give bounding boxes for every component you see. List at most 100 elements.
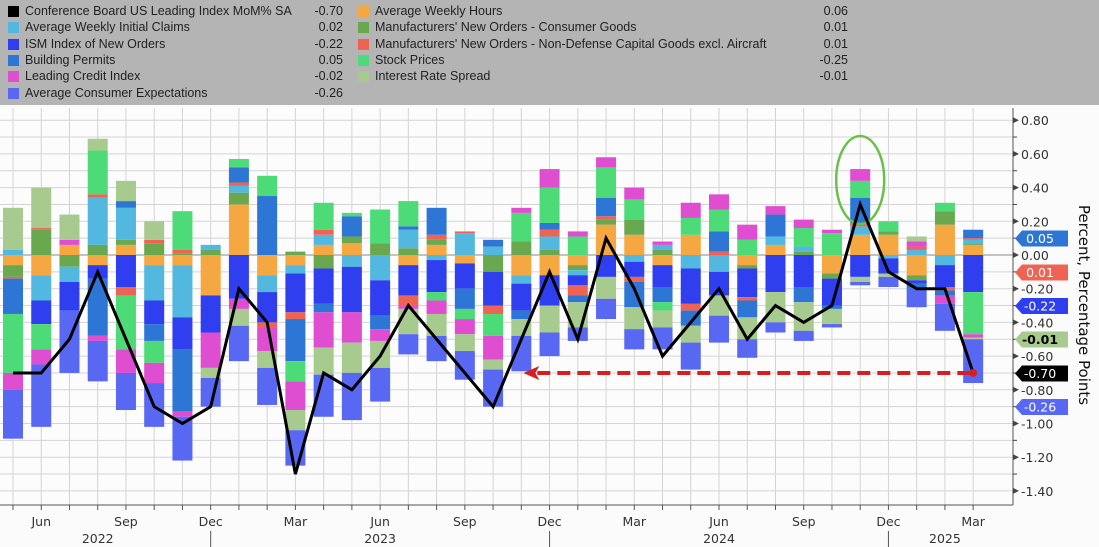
x-tick-label: Mar <box>284 514 308 529</box>
legend-value: 0.06 <box>823 4 848 18</box>
y-tick-icon <box>1013 420 1019 427</box>
bar-segment-permits <box>370 315 391 330</box>
y-tick-icon <box>1013 386 1019 393</box>
bar-segment-ism <box>370 280 391 316</box>
bar-segment-capital <box>87 194 108 198</box>
legend-label: ISM Index of New Orders <box>25 36 166 51</box>
bar-segment-stock <box>793 228 814 247</box>
bar-segment-claims <box>539 236 560 250</box>
bar-segment-consg <box>370 243 391 255</box>
bar-segment-capital <box>3 276 23 279</box>
highlight-circle <box>834 134 886 226</box>
bar-segment-stock <box>511 212 532 242</box>
legend-value: -0.02 <box>314 69 344 84</box>
bar-segment-expect <box>821 324 842 328</box>
bar-segment-claims <box>172 265 193 318</box>
bar-segment-claims <box>228 185 249 193</box>
bar-segment-spread <box>313 347 334 375</box>
bar-segment-stock <box>426 292 447 301</box>
x-year-label: 2022 <box>82 531 114 546</box>
legend-item-credit[interactable]: Leading Credit Index -0.02 <box>8 68 343 84</box>
bar-segment-ism <box>963 255 984 293</box>
x-tick-label: Jun <box>708 514 729 529</box>
bar-segment-credit <box>483 335 504 360</box>
bar-segment-spread <box>596 276 617 299</box>
bar-segment-ism <box>285 273 306 313</box>
bar-segment-consg <box>737 265 758 269</box>
legend-item-stock[interactable]: Stock Prices -0.25 <box>358 52 848 68</box>
bar-jul-2024 <box>737 224 758 358</box>
bar-segment-hours <box>228 204 249 255</box>
bar-segment-permits <box>765 214 786 237</box>
bar-segment-permits <box>709 231 729 252</box>
bar-segment-permits <box>567 295 588 303</box>
bar-jan-2025 <box>906 236 927 308</box>
bar-segment-expect <box>115 372 136 411</box>
y-tick-label: -0.40 <box>1021 315 1053 330</box>
bar-sep-2023 <box>454 231 475 380</box>
legend-label: Stock Prices <box>375 52 445 67</box>
bar-segment-ism <box>709 271 729 296</box>
bar-segment-expect <box>624 329 645 350</box>
tag-value: -0.26 <box>1024 400 1056 415</box>
legend-item-spread[interactable]: Interest Rate Spread -0.01 <box>358 68 848 84</box>
bar-segment-expect <box>31 364 52 427</box>
bar-segment-expect <box>370 367 391 402</box>
legend-value: -0.70 <box>314 4 344 18</box>
legend-item-capital[interactable]: Manufacturers' New Orders - Non-Defense … <box>358 36 848 52</box>
bar-segment-stock <box>3 313 23 373</box>
bar-segment-ism <box>454 263 475 289</box>
bar-segment-credit <box>765 206 786 215</box>
bar-segment-stock <box>878 221 899 232</box>
bar-segment-hours <box>737 255 758 266</box>
bar-jan-2023 <box>228 158 249 362</box>
arrow-end-dot <box>969 368 978 377</box>
bar-segment-capital <box>115 287 136 296</box>
legend-item-hours[interactable]: Average Weekly Hours 0.06 <box>358 3 848 19</box>
bar-segment-stock <box>596 167 617 198</box>
bar-segment-expect <box>454 351 475 380</box>
bar-segment-claims <box>87 197 108 245</box>
legend-label: Leading Credit Index <box>25 69 141 84</box>
bar-segment-claims <box>313 234 334 245</box>
legend-item-lei[interactable]: Conference Board US Leading Index MoM% S… <box>8 3 343 19</box>
bar-segment-hours <box>257 255 278 276</box>
legend-swatch <box>358 6 369 17</box>
bar-segment-permits <box>144 324 165 341</box>
bar-segment-ism <box>115 255 136 288</box>
bar-segment-hours <box>511 255 532 276</box>
bar-segment-hours <box>878 234 899 255</box>
bar-segment-expect <box>709 315 729 343</box>
bar-segment-claims <box>709 255 729 272</box>
bar-segment-stock <box>934 202 955 212</box>
bar-segment-capital <box>963 238 984 240</box>
bar-mar-2025 <box>963 229 984 384</box>
bar-may-2023 <box>341 212 362 421</box>
bar-segment-credit <box>3 372 23 390</box>
bar-segment-credit <box>709 194 729 210</box>
legend-value: -0.25 <box>819 52 849 67</box>
bar-segment-claims <box>59 266 80 282</box>
bar-segment-credit <box>370 329 391 341</box>
legend-swatch <box>8 38 19 50</box>
y-tick-label: -0.20 <box>1021 282 1053 297</box>
bar-mar-2024 <box>624 187 645 350</box>
legend-item-consg[interactable]: Manufacturers' New Orders - Consumer Goo… <box>358 19 848 35</box>
legend-item-claims[interactable]: Average Weekly Initial Claims 0.02 <box>8 19 343 35</box>
bar-segment-claims <box>878 255 899 259</box>
bar-segment-claims <box>680 255 701 269</box>
bar-segment-expect <box>596 298 617 320</box>
last-value-tag: -0.70 <box>1015 365 1068 382</box>
bar-segment-credit <box>539 169 560 188</box>
bar-segment-hours <box>821 255 842 274</box>
bar-nov-2023 <box>511 207 532 372</box>
bar-segment-consg <box>200 249 221 255</box>
legend-item-permits[interactable]: Building Permits 0.05 <box>8 52 343 68</box>
legend-item-ism[interactable]: ISM Index of New Orders -0.22 <box>8 36 343 52</box>
legend-item-expect[interactable]: Average Consumer Expectations -0.26 <box>8 85 343 101</box>
bar-segment-permits <box>652 287 673 303</box>
bar-segment-spread <box>144 221 165 240</box>
bar-segment-claims <box>906 249 927 255</box>
bar-segment-stock <box>115 295 136 350</box>
bar-segment-claims <box>793 246 814 252</box>
